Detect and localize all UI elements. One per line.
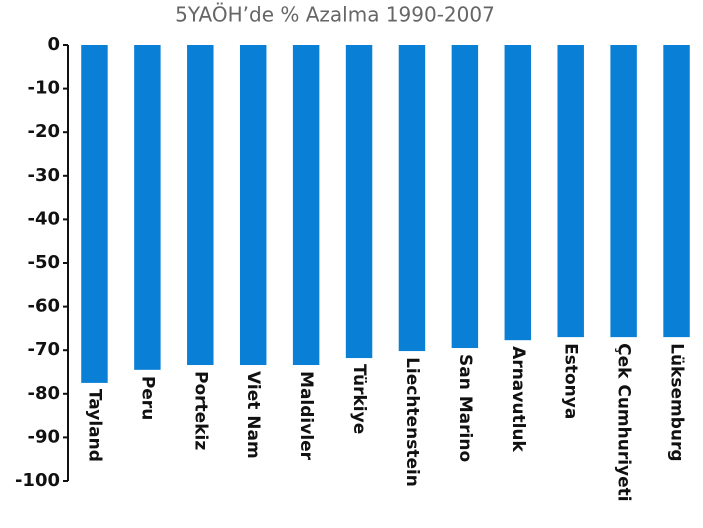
y-tick-label: -70 [27, 339, 60, 360]
bar [292, 45, 320, 366]
y-tick-label: -90 [27, 426, 60, 447]
y-tick-label: -20 [27, 121, 60, 142]
y-tick-label: -10 [27, 78, 60, 99]
x-tick-label: Peru [137, 376, 157, 420]
x-tick-label: Çek Cumhuriyeti [614, 343, 634, 502]
bar [345, 45, 373, 359]
x-tick-label: Liechtenstein [402, 357, 422, 487]
chart-title: 5YAÖH’de % Azalma 1990-2007 [175, 3, 495, 27]
y-tick-label: -80 [27, 383, 60, 404]
y-tick-label: -50 [27, 252, 60, 273]
x-tick-label: Türkiye [349, 364, 369, 434]
bar [239, 45, 267, 366]
x-tick-label: Portekiz [190, 371, 210, 450]
bar [187, 45, 214, 366]
x-tick-label: Lüksemburg [667, 343, 687, 461]
bar [557, 45, 584, 338]
bar [134, 45, 161, 370]
y-tick-label: -30 [27, 165, 60, 186]
y-tick-label: -100 [15, 470, 60, 491]
bar [81, 45, 108, 383]
x-tick-label: Maldivler [296, 371, 316, 461]
x-tick-label: Viet Nam [243, 371, 263, 459]
y-tick-label: 0 [47, 34, 60, 55]
x-tick-label: Tayland [84, 389, 104, 462]
y-tick-label: -40 [27, 208, 60, 229]
bar [610, 45, 637, 338]
x-tick-label: Estonya [561, 343, 581, 419]
y-tick-label: -60 [27, 296, 60, 317]
bar [504, 45, 532, 341]
bar [663, 45, 690, 338]
bar [451, 45, 479, 349]
bar [398, 45, 426, 352]
x-tick-label: Arnavutluk [508, 346, 528, 452]
x-tick-label: San Marino [455, 354, 475, 462]
